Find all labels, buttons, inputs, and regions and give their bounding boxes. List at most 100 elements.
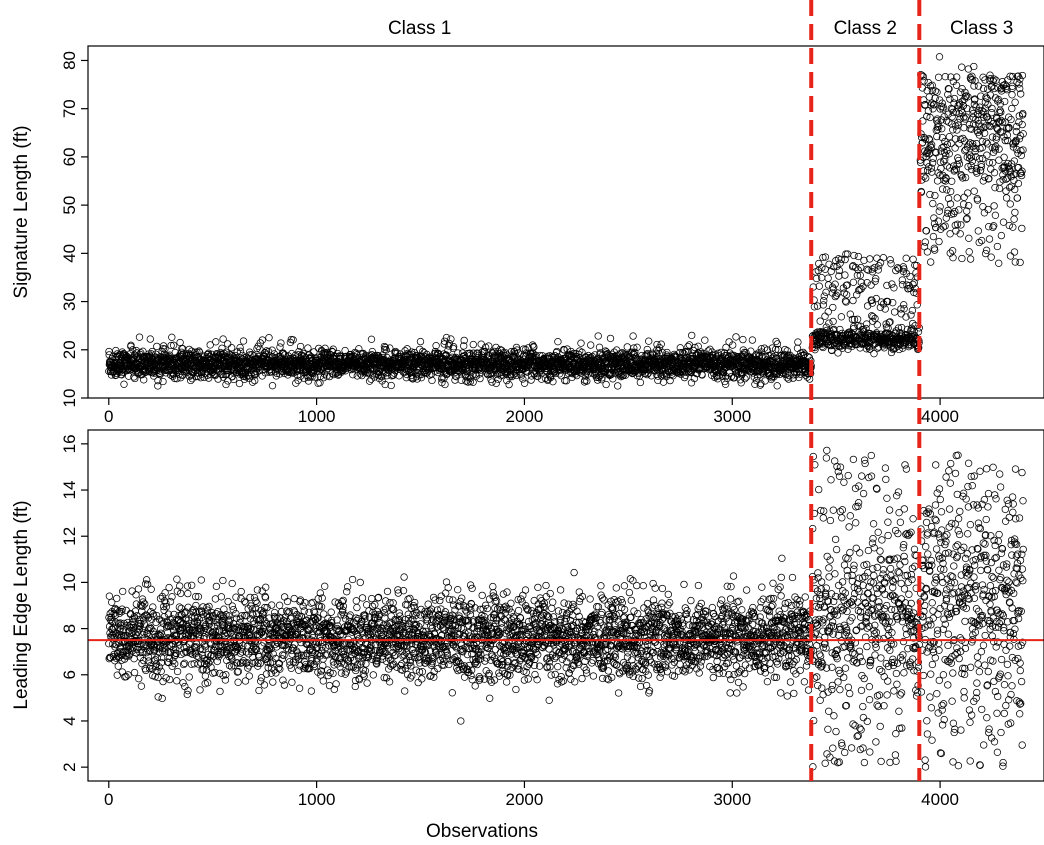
class-1-point bbox=[159, 377, 167, 386]
class-3-point bbox=[950, 94, 959, 103]
class-1-point bbox=[164, 366, 172, 375]
class-1-point bbox=[156, 370, 164, 379]
class-1-point bbox=[127, 341, 135, 349]
class-2-point bbox=[866, 255, 874, 263]
class-2-point bbox=[829, 303, 837, 312]
class-1-point bbox=[119, 587, 127, 596]
top-y-axis-tick-label: 50 bbox=[60, 196, 79, 215]
class-1-point bbox=[428, 376, 436, 385]
class-2-point bbox=[821, 312, 829, 320]
class-3-point bbox=[947, 187, 955, 196]
class-3-point bbox=[927, 258, 935, 266]
class-1-point bbox=[216, 687, 224, 696]
class-1-point bbox=[477, 340, 485, 348]
class-3-point bbox=[973, 195, 981, 203]
class-1-point bbox=[213, 657, 221, 666]
class-3-point bbox=[934, 217, 943, 225]
class-1-point bbox=[159, 342, 168, 350]
class-1-point bbox=[387, 381, 395, 390]
class-1-point bbox=[367, 335, 376, 343]
class-3-point bbox=[988, 104, 996, 113]
class-1-point bbox=[732, 333, 740, 341]
class-3-point bbox=[1010, 248, 1019, 256]
class-1-point bbox=[329, 345, 337, 353]
class-3-point bbox=[1010, 215, 1018, 223]
top-x-axis: 0 1000 2000 3000 4000 bbox=[104, 398, 959, 426]
class-1-point bbox=[270, 350, 278, 358]
class-3-point bbox=[1008, 104, 1016, 113]
class-1-point bbox=[114, 662, 122, 670]
class-1-point bbox=[204, 349, 213, 357]
class-3-point bbox=[1008, 91, 1016, 99]
class-1-point bbox=[195, 348, 204, 356]
class-1-point bbox=[197, 576, 205, 584]
class-1-point bbox=[137, 682, 146, 690]
class-3-point bbox=[991, 184, 999, 192]
class-1-point bbox=[748, 336, 757, 344]
class-3-point bbox=[936, 203, 944, 211]
class-3-point bbox=[991, 211, 1000, 219]
class-3-point bbox=[995, 259, 1003, 267]
class-3-point bbox=[923, 248, 932, 256]
class-3-point bbox=[1014, 179, 1023, 188]
class-2-point bbox=[890, 308, 899, 316]
class-1-point bbox=[166, 597, 175, 606]
class-1-point bbox=[165, 583, 173, 592]
class-2-point bbox=[817, 274, 826, 282]
class-1-point bbox=[154, 382, 162, 390]
class-1-point bbox=[120, 380, 128, 388]
class-3-point bbox=[958, 254, 966, 263]
class-1-point bbox=[171, 374, 179, 383]
class-1-point bbox=[176, 582, 184, 590]
class-3-point bbox=[985, 235, 994, 243]
class-1-point bbox=[587, 341, 595, 349]
class-1-point bbox=[212, 338, 220, 346]
class-1-point bbox=[623, 343, 631, 351]
class-1-point bbox=[256, 345, 264, 353]
class-1-point bbox=[492, 379, 500, 388]
class-1-point bbox=[447, 335, 455, 343]
class-1-point bbox=[793, 344, 802, 352]
class-1-point bbox=[577, 339, 585, 347]
class-2-point bbox=[890, 284, 898, 292]
class-3-point bbox=[955, 206, 963, 214]
class-1-point bbox=[773, 382, 781, 390]
class-1-point bbox=[739, 335, 747, 344]
class-1-point bbox=[252, 364, 260, 372]
class-1-point bbox=[594, 332, 602, 340]
class-2-point bbox=[850, 251, 858, 260]
class-2-point bbox=[863, 320, 871, 328]
class-3-point bbox=[922, 174, 930, 182]
class-3-point bbox=[960, 193, 968, 201]
class-1-point bbox=[606, 334, 615, 343]
class-1-point bbox=[219, 335, 227, 343]
class-1-point bbox=[217, 593, 226, 601]
class-3-point bbox=[935, 207, 943, 215]
class-1-point bbox=[176, 338, 184, 347]
class-1-point bbox=[304, 344, 312, 352]
class-1-point bbox=[520, 379, 529, 387]
class-1-point bbox=[554, 338, 562, 346]
class-1-point bbox=[261, 369, 269, 377]
class-1-point bbox=[168, 593, 176, 601]
class-3-point bbox=[931, 191, 939, 200]
class-3-point bbox=[928, 168, 936, 176]
class-1-point bbox=[261, 348, 269, 357]
class-1-point bbox=[135, 675, 143, 683]
class-1-point bbox=[239, 337, 248, 345]
class-1-point bbox=[251, 376, 259, 385]
class-1-point bbox=[156, 594, 165, 603]
class-1-point bbox=[168, 333, 176, 341]
class-1-point bbox=[219, 576, 227, 585]
class-3-point bbox=[929, 199, 937, 208]
class-1-point bbox=[140, 376, 148, 384]
class-3-point bbox=[1011, 98, 1019, 106]
class-1-point bbox=[230, 375, 238, 384]
class-3-point bbox=[948, 177, 956, 185]
class-1-point bbox=[276, 343, 284, 351]
class-2-point bbox=[849, 296, 857, 305]
class-1-point bbox=[224, 366, 232, 374]
class-1-point bbox=[142, 576, 151, 584]
class-3-point bbox=[1006, 252, 1015, 260]
